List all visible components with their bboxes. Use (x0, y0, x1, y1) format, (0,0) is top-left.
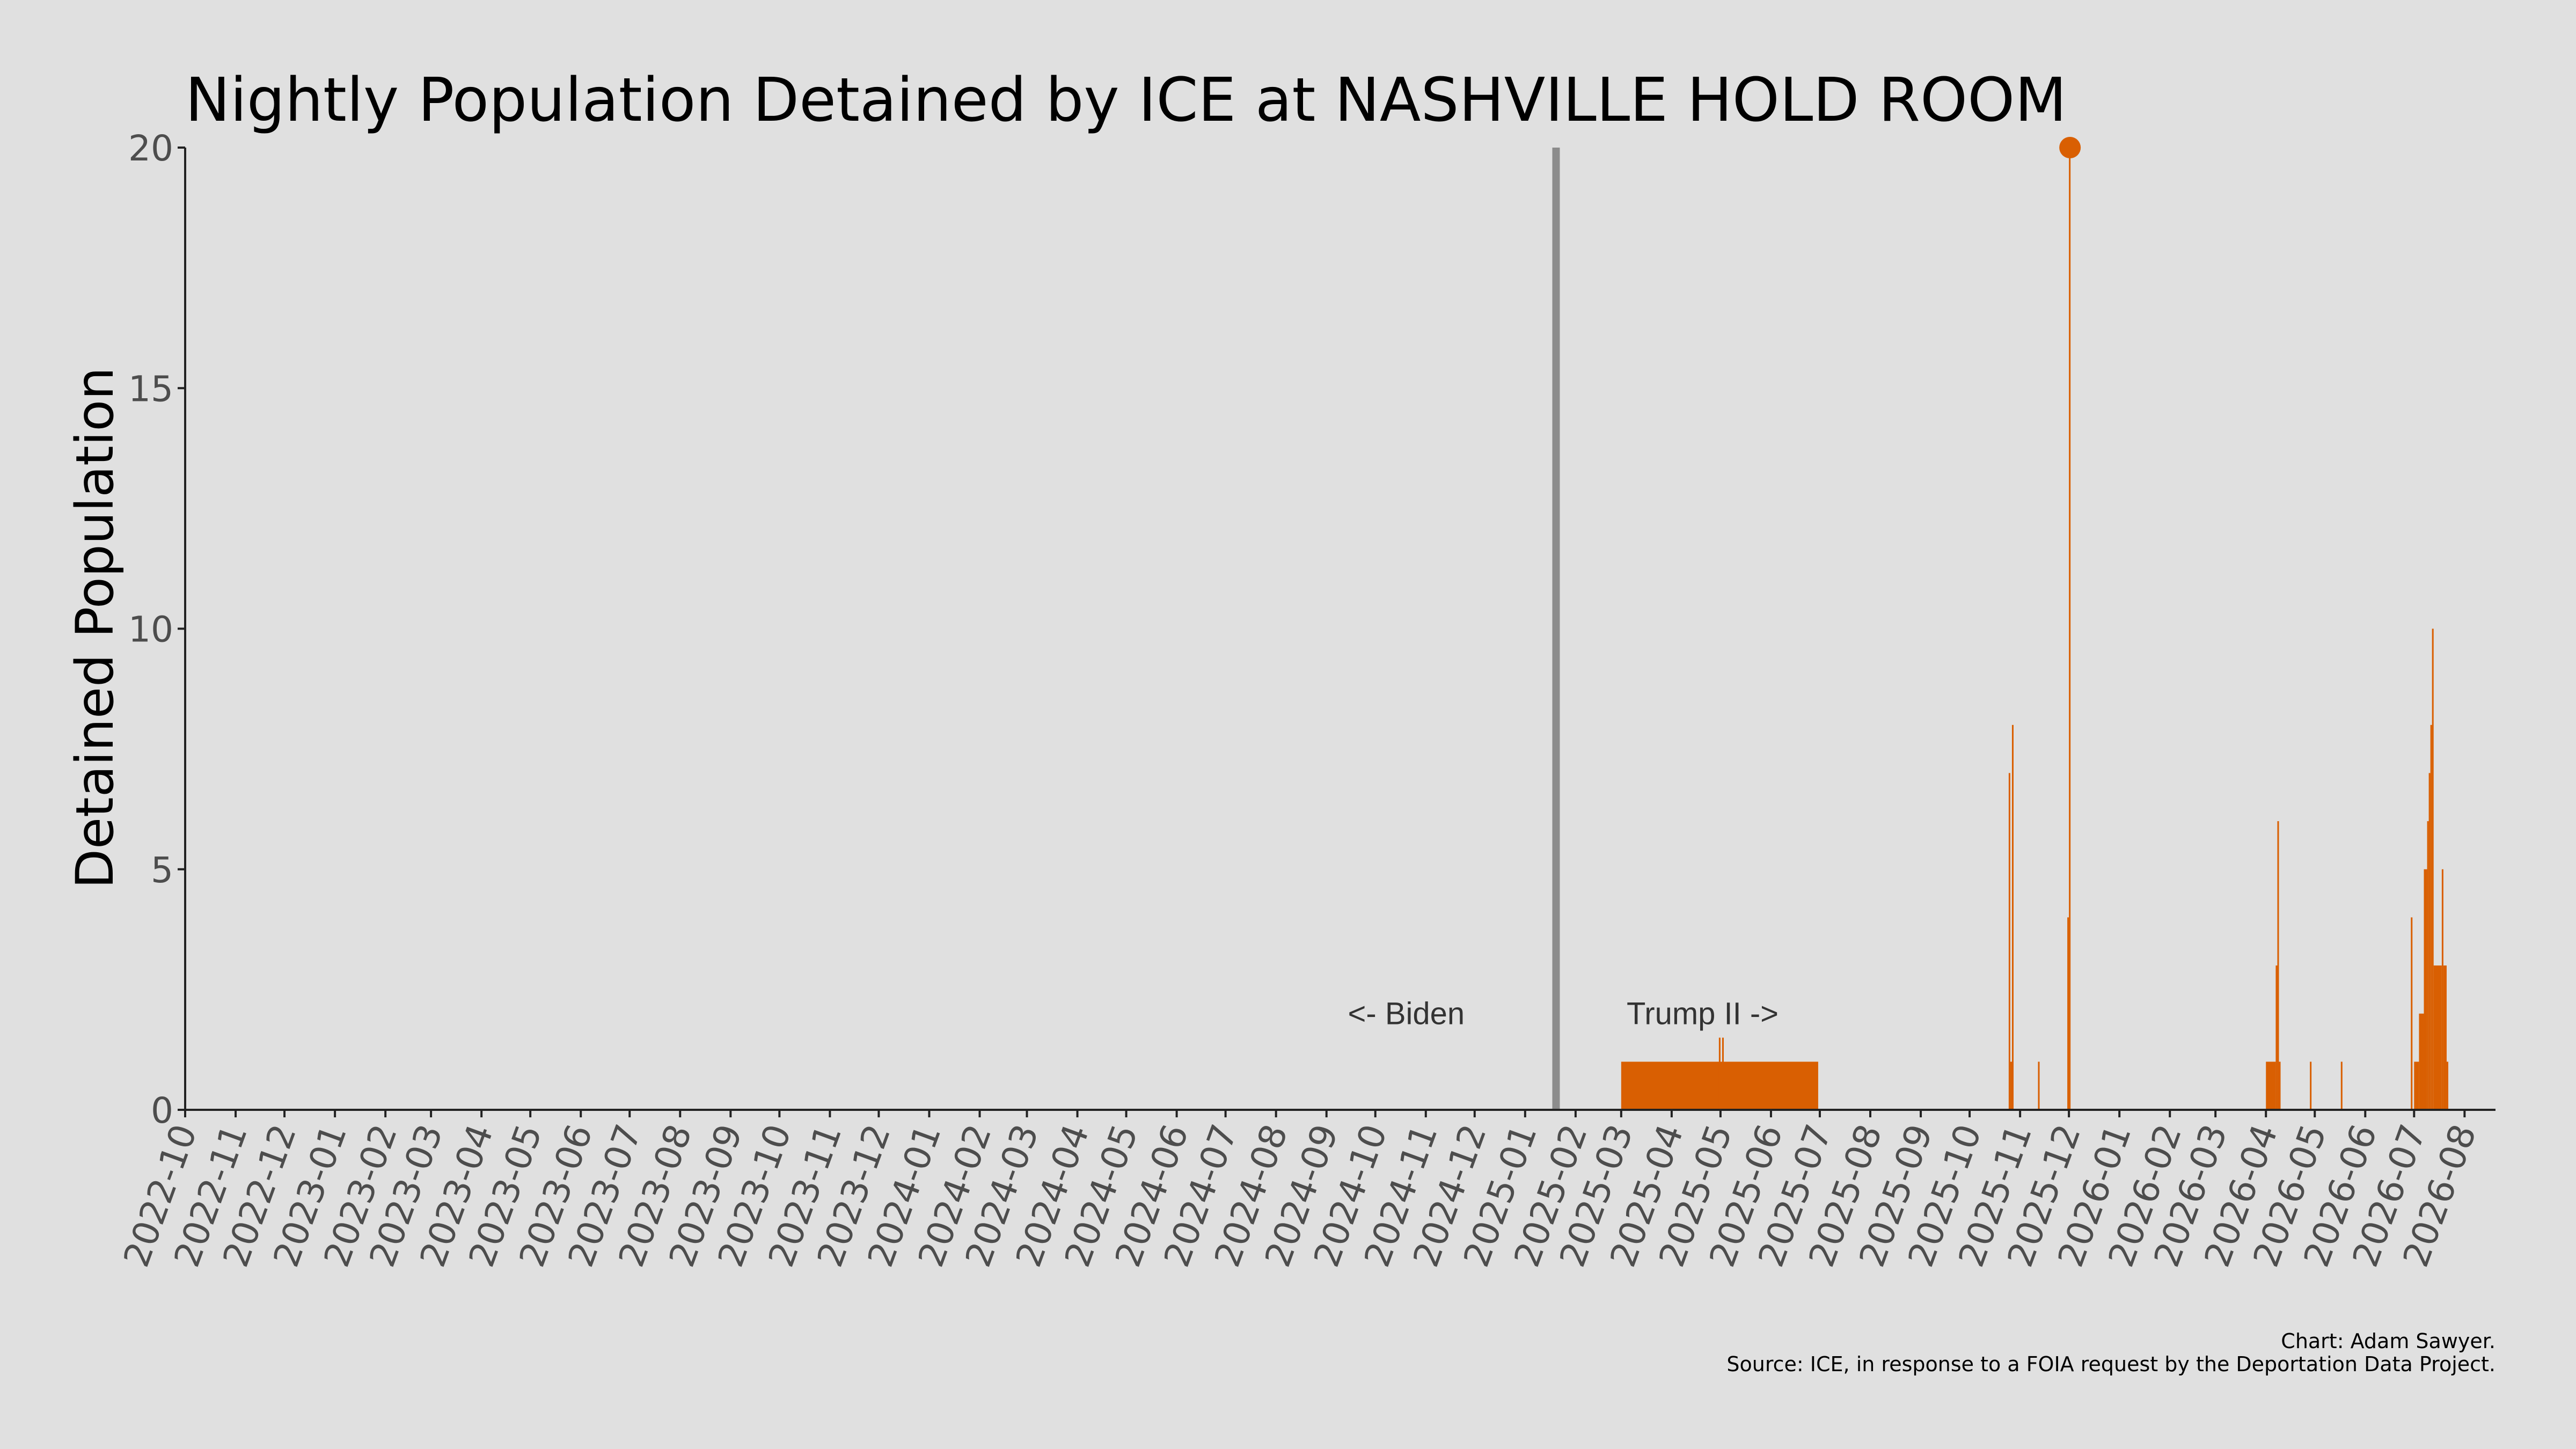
y-tick-label: 0 (151, 1090, 173, 1131)
bar (1718, 1037, 1721, 1110)
bar (2427, 821, 2429, 1110)
bar (2428, 773, 2431, 1110)
bar (2433, 965, 2442, 1110)
bar (2424, 869, 2427, 1110)
bar (2010, 1062, 2012, 1110)
bar (2443, 965, 2447, 1110)
bar (1722, 1037, 1724, 1110)
annotation-label: <- Biden (1348, 997, 1465, 1031)
bar (2277, 821, 2279, 1110)
chart-title: Nightly Population Detained by ICE at NA… (185, 65, 2067, 135)
plot-area: 051015202022-102022-112022-122023-012023… (115, 128, 2496, 1272)
bar (2446, 1062, 2449, 1110)
bar (2067, 917, 2069, 1110)
bar (2441, 869, 2443, 1110)
caption-credit: Chart: Adam Sawyer. (2281, 1329, 2496, 1353)
y-tick-label: 5 (151, 850, 173, 891)
y-tick-label: 20 (128, 128, 173, 169)
bar (2266, 1062, 2276, 1110)
data-point-marker (2059, 137, 2081, 158)
annotation-label: Trump II -> (1627, 997, 1779, 1031)
y-tick-label: 15 (128, 368, 173, 409)
bar (2310, 1062, 2312, 1110)
bar (2069, 148, 2071, 1110)
y-axis-label: Detained Population (65, 367, 125, 889)
bar (2430, 724, 2432, 1110)
bar (2411, 917, 2413, 1110)
bar (2414, 1062, 2419, 1110)
bar (2279, 1062, 2281, 1110)
bar (2432, 628, 2434, 1110)
bar (2011, 724, 2014, 1110)
bar (2008, 773, 2010, 1110)
bar (2340, 1062, 2343, 1110)
bar (2038, 1062, 2040, 1110)
y-tick-label: 10 (128, 609, 173, 650)
bar (2419, 1013, 2424, 1110)
caption-source: Source: ICE, in response to a FOIA reque… (1726, 1352, 2496, 1376)
bar (2275, 965, 2278, 1110)
